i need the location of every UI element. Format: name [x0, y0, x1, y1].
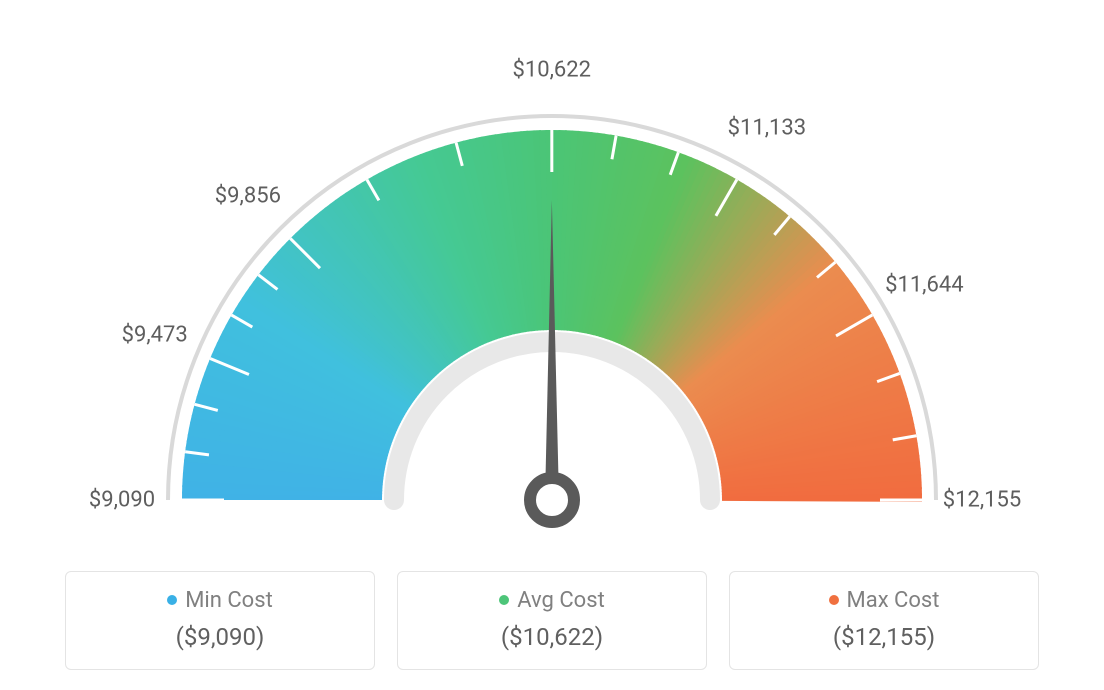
legend-dot-icon	[499, 595, 509, 605]
legend-dot-icon	[829, 595, 839, 605]
legend-title-text: Avg Cost	[517, 588, 605, 613]
gauge-tick-label: $12,155	[943, 488, 1022, 513]
gauge-tick-label: $9,090	[89, 488, 155, 513]
legend-title-text: Max Cost	[847, 588, 940, 613]
legend-value: ($12,155)	[740, 623, 1028, 651]
legend-title-text: Min Cost	[185, 588, 273, 613]
legend-card: Avg Cost ($10,622)	[397, 571, 707, 670]
gauge-tick-label: $11,133	[728, 115, 807, 140]
gauge-tick-label: $10,622	[513, 58, 592, 83]
legend-title: Max Cost	[740, 588, 1028, 613]
legend-card: Min Cost ($9,090)	[65, 571, 375, 670]
legend-title: Min Cost	[76, 588, 364, 613]
legend-dot-icon	[167, 595, 177, 605]
legend-card: Max Cost ($12,155)	[729, 571, 1039, 670]
legend-title: Avg Cost	[408, 588, 696, 613]
cost-gauge: $9,090 $9,473 $9,856 $10,622 $11,133 $11,644 $…	[0, 0, 1104, 540]
legend-value: ($9,090)	[76, 623, 364, 651]
needle-hub	[530, 478, 574, 522]
gauge-tick-label: $11,644	[885, 272, 964, 297]
gauge-tick-label: $9,856	[215, 184, 281, 209]
legend-row: Min Cost ($9,090) Avg Cost ($10,622) Max Cos…	[0, 571, 1104, 670]
legend-value: ($10,622)	[408, 623, 696, 651]
gauge-tick-label: $9,473	[122, 323, 188, 348]
